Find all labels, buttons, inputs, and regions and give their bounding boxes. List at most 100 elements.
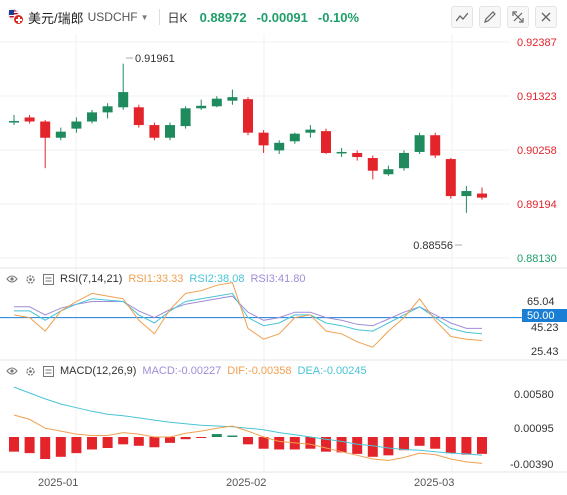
dif-line — [13, 414, 483, 464]
price-axis-label: 0.92387 — [517, 37, 557, 49]
macd-histogram-bar — [305, 437, 316, 449]
price-axis-label: 0.91323 — [517, 91, 557, 103]
macd-histogram-bar — [430, 437, 441, 449]
macd-histogram-bar — [352, 437, 363, 454]
candle-body — [227, 97, 238, 101]
macd-histogram-bar — [9, 437, 19, 452]
high-annotation: 0.91961 — [126, 53, 175, 65]
macd-histogram-bar — [445, 437, 456, 454]
candle-body — [305, 129, 316, 133]
candle-body — [196, 105, 207, 109]
macd-histogram-bar — [414, 437, 425, 446]
line-chart-icon[interactable] — [451, 6, 473, 28]
candle-body — [180, 108, 191, 127]
macd-histogram-bar — [383, 437, 394, 456]
candlestick-series — [9, 63, 487, 213]
macd-axis-label-3: -0.00390 — [510, 459, 553, 471]
macd-histogram-bar — [55, 437, 66, 457]
candle-body — [367, 158, 378, 171]
candle-body — [321, 131, 331, 153]
rsi-axis-label-4: 25.43 — [531, 346, 559, 358]
candle-body — [399, 152, 409, 169]
rsi-title: RSI(7,14,21) — [60, 273, 123, 285]
rsi1-line — [13, 282, 483, 348]
price-axis: 0.92387 0.91323 0.90258 0.89194 0.88130 — [517, 37, 557, 265]
rsi-pane — [0, 282, 522, 348]
chart-toolbar — [451, 6, 557, 28]
price-axis-label: 0.89194 — [517, 199, 557, 211]
candle-body — [352, 152, 363, 158]
macd-pane — [9, 386, 487, 464]
rsi-axis-label-1: 65.04 — [527, 296, 555, 308]
macd-axis-label-2: 0.00095 — [514, 423, 554, 435]
settings-icon[interactable] — [24, 273, 36, 285]
rsi-axis-label-2: 50.00 — [527, 310, 555, 322]
price-change-pct: -0.10% — [317, 9, 360, 25]
rsi3-line — [14, 295, 482, 329]
draw-icon[interactable] — [479, 6, 501, 28]
candle-body — [165, 125, 175, 138]
candle-body — [9, 121, 19, 123]
price-axis-label: 0.90258 — [517, 145, 557, 157]
macd-histogram-bar — [321, 437, 331, 452]
usd-chf-flag-icon — [8, 9, 24, 25]
rsi-legend: RSI(7,14,21) RSI1:33.33 RSI2:38.08 RSI3:… — [6, 273, 306, 285]
candle-body — [71, 121, 82, 129]
candle-body — [102, 106, 113, 113]
candle-body — [336, 151, 347, 154]
macd-histogram-bar — [102, 437, 113, 448]
dea-line — [13, 386, 483, 456]
dea-value: DEA:-0.00245 — [297, 365, 367, 377]
macd-histogram-bar — [118, 437, 129, 445]
candle-body — [133, 107, 144, 126]
close-icon[interactable] — [535, 6, 557, 28]
indicator-menu-icon[interactable] — [42, 365, 54, 377]
candle-body — [289, 133, 300, 142]
macd-histogram-bar — [477, 437, 487, 454]
macd-value: MACD:-0.00227 — [142, 365, 222, 377]
candle-body — [445, 159, 456, 197]
candle-body — [40, 121, 51, 138]
low-annotation-label: 0.88556 — [413, 240, 453, 252]
macd-axis-label-1: 0.00580 — [514, 389, 554, 401]
high-annotation-label: 0.91961 — [135, 53, 175, 65]
rsi3-value: RSI3:41.80 — [250, 273, 306, 285]
macd-histogram-bar — [258, 437, 269, 449]
rsi2-line — [14, 292, 483, 335]
symbol-header: 美元/瑞郎 USDCHF ▼ 日K 0.88972 -0.00091 -0.10… — [0, 0, 567, 34]
candle-body — [149, 125, 160, 138]
candle-body — [477, 193, 487, 198]
symbol-selector[interactable]: USDCHF — [87, 10, 138, 24]
macd-histogram-bar — [243, 437, 253, 445]
macd-histogram-bar — [149, 437, 160, 448]
eye-icon[interactable] — [6, 365, 18, 377]
candle-body — [258, 132, 269, 146]
macd-legend: MACD(12,26,9) MACD:-0.00227 DIF:-0.00358… — [6, 365, 367, 377]
x-axis-label-3: 2025-03 — [414, 477, 454, 489]
candle-body — [274, 142, 285, 151]
price-change: -0.00091 — [256, 9, 308, 25]
grid-lines — [0, 34, 510, 472]
candle-body — [24, 117, 35, 122]
candle-body — [55, 131, 66, 138]
rsi2-value: RSI2:38.08 — [189, 273, 245, 285]
rsi-axis-label-3: 45.23 — [531, 322, 559, 334]
macd-histogram-bar — [274, 437, 285, 450]
macd-histogram-bar — [165, 437, 175, 443]
zoom-icon[interactable] — [507, 6, 529, 28]
chevron-down-icon[interactable]: ▼ — [140, 12, 149, 22]
price-axis-label: 0.88130 — [517, 253, 557, 265]
eye-icon[interactable] — [6, 273, 18, 285]
period-selector[interactable]: 日K — [167, 10, 188, 25]
macd-histogram-bar — [461, 437, 472, 455]
candle-body — [414, 135, 425, 152]
divider — [158, 9, 160, 25]
indicator-menu-icon[interactable] — [42, 273, 54, 285]
settings-icon[interactable] — [24, 365, 36, 377]
macd-histogram-bar — [399, 437, 409, 451]
dif-value: DIF:-0.00358 — [227, 365, 292, 377]
rsi1-value: RSI1:33.33 — [128, 273, 184, 285]
candle-body — [87, 112, 97, 122]
candle-body — [118, 92, 129, 108]
